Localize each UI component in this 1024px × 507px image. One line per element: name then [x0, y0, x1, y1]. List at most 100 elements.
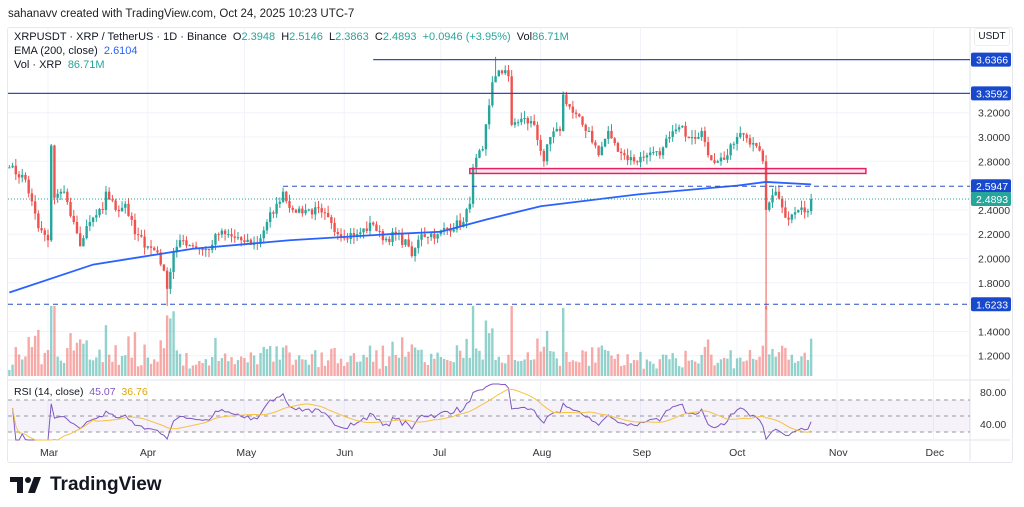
candle-body: [475, 157, 478, 168]
volume-bar: [230, 357, 233, 376]
volume-bar: [529, 359, 533, 376]
volume-bar: [278, 359, 282, 376]
volume-bar: [130, 357, 133, 376]
price-level-badge: [971, 52, 1011, 67]
volume-bar: [539, 351, 542, 376]
candle-body: [433, 233, 436, 239]
volume-bar: [56, 356, 59, 376]
candle-body: [59, 191, 63, 194]
volume-bar: [46, 350, 50, 376]
candle-body: [404, 239, 407, 245]
candle-body: [497, 70, 500, 77]
candle-body: [478, 150, 481, 158]
candle-body: [21, 174, 24, 178]
volume-bar: [784, 347, 787, 376]
volume-bar: [797, 361, 800, 376]
candle-body: [217, 234, 220, 236]
volume-bar: [578, 362, 581, 376]
price-tick-label: 2.4000: [978, 205, 1010, 217]
candle-body: [107, 191, 111, 200]
candle-body: [91, 217, 95, 223]
volume-bar: [510, 306, 513, 376]
symbol-title[interactable]: XRPUSDT · XRP / TetherUS · 1D · Binance: [14, 31, 227, 43]
candle-body: [227, 234, 230, 236]
ema-legend[interactable]: EMA (200, close) 2.6104: [14, 44, 569, 58]
volume-bar: [562, 307, 565, 376]
candle-body: [346, 238, 349, 240]
volume-bar: [291, 364, 294, 376]
volume-bar: [211, 357, 214, 376]
candle-body: [420, 234, 423, 240]
volume-bar: [455, 345, 459, 376]
candle-body: [153, 247, 156, 251]
candle-body: [165, 270, 169, 289]
volume-bar: [191, 365, 195, 376]
volume-bar: [162, 348, 166, 376]
candle-body: [487, 105, 491, 125]
candle-body: [481, 149, 484, 151]
candle-body: [130, 215, 133, 220]
volume-bar: [265, 349, 269, 376]
volume-bar: [301, 359, 304, 376]
volume-bar: [133, 332, 137, 376]
close-label: C: [374, 31, 383, 43]
volume-bar: [40, 364, 43, 376]
volume-bar: [710, 354, 713, 376]
candle-body: [626, 155, 629, 161]
candle-body: [140, 235, 143, 237]
candle-body: [677, 127, 681, 130]
candle-body: [375, 224, 378, 231]
candle-body: [82, 238, 85, 247]
volume-bar: [774, 356, 777, 376]
volume-legend[interactable]: Vol · XRP 86.71M: [14, 58, 569, 72]
volume-bar: [111, 361, 114, 376]
candle-body: [17, 174, 21, 178]
candle-body: [85, 226, 88, 239]
volume-bar: [314, 350, 317, 376]
candle-body: [500, 70, 504, 74]
volume-bar: [69, 333, 72, 376]
candle-body: [75, 221, 79, 234]
rsi-legend[interactable]: RSI (14, close) 45.07 36.76: [14, 386, 148, 398]
candle-body: [66, 191, 69, 203]
volume-bar: [761, 345, 765, 376]
candle-body: [24, 174, 27, 180]
candle-body: [169, 271, 172, 289]
candle-body: [223, 230, 227, 235]
candle-body: [619, 151, 623, 154]
volume-bar: [484, 320, 488, 376]
candle-body: [629, 157, 633, 161]
symbol-legend: XRPUSDT · XRP / TetherUS · 1D · Binance …: [14, 30, 569, 44]
volume-bar: [330, 348, 333, 376]
volume-bar: [629, 363, 633, 376]
candle-body: [114, 200, 117, 210]
candle-body: [639, 156, 642, 163]
volume-bar: [153, 359, 156, 376]
candle-body: [11, 165, 14, 168]
volume-bar: [442, 358, 446, 376]
open-label: O: [232, 31, 242, 43]
candle-body: [111, 199, 114, 201]
candle-body: [774, 191, 777, 196]
price-level-badge: [971, 192, 1011, 207]
volume-bar: [198, 360, 201, 376]
candle-body: [194, 246, 198, 249]
candle-body: [761, 150, 765, 162]
volume-bar: [30, 347, 34, 376]
candle-body: [275, 203, 278, 214]
volume-bar: [780, 345, 784, 376]
candle-body: [665, 138, 668, 148]
volume-bar: [384, 366, 388, 376]
volume-bar: [413, 347, 417, 376]
volume-bar: [349, 355, 352, 376]
candle-body: [307, 209, 311, 211]
candle-body: [37, 213, 40, 229]
candle-body: [326, 212, 330, 218]
candle-body: [297, 208, 301, 213]
currency-label[interactable]: USDT: [974, 28, 1010, 46]
candle-body: [594, 142, 597, 146]
volume-bar: [639, 351, 642, 376]
volume-bar: [182, 365, 185, 376]
volume-bar: [88, 359, 92, 376]
